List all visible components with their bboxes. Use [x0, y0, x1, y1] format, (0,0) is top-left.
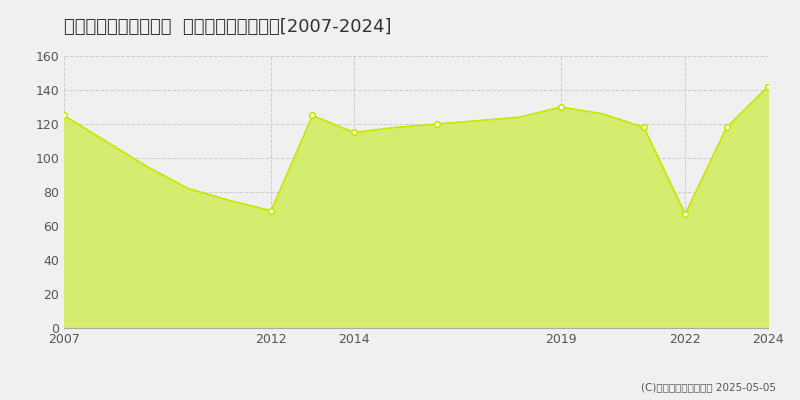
Text: (C)土地価格ドットコム 2025-05-05: (C)土地価格ドットコム 2025-05-05 — [641, 382, 776, 392]
Text: 相模原市中央区氷川町  マンション価格推移[2007-2024]: 相模原市中央区氷川町 マンション価格推移[2007-2024] — [64, 18, 391, 36]
